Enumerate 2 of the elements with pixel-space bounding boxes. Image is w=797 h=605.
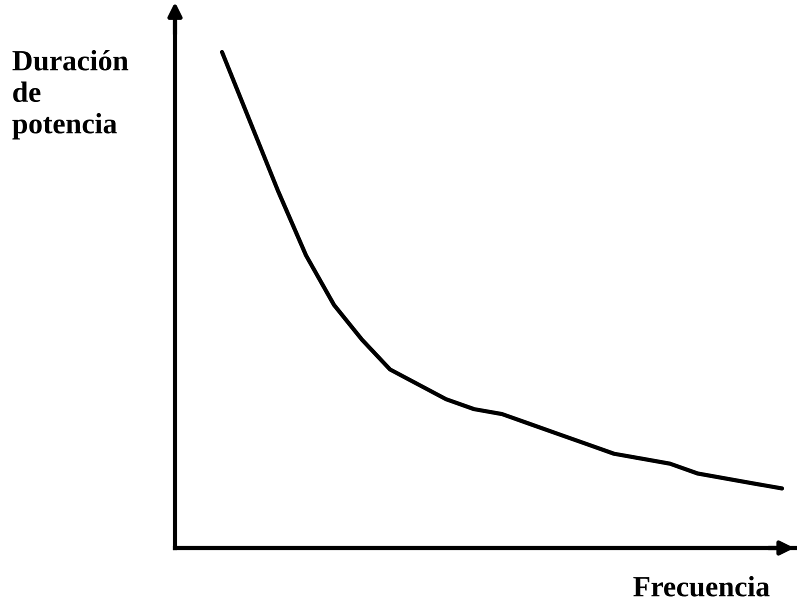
x-axis-title: Frecuencia	[633, 576, 770, 597]
y-axis-title: Duración de potencia	[12, 50, 128, 140]
